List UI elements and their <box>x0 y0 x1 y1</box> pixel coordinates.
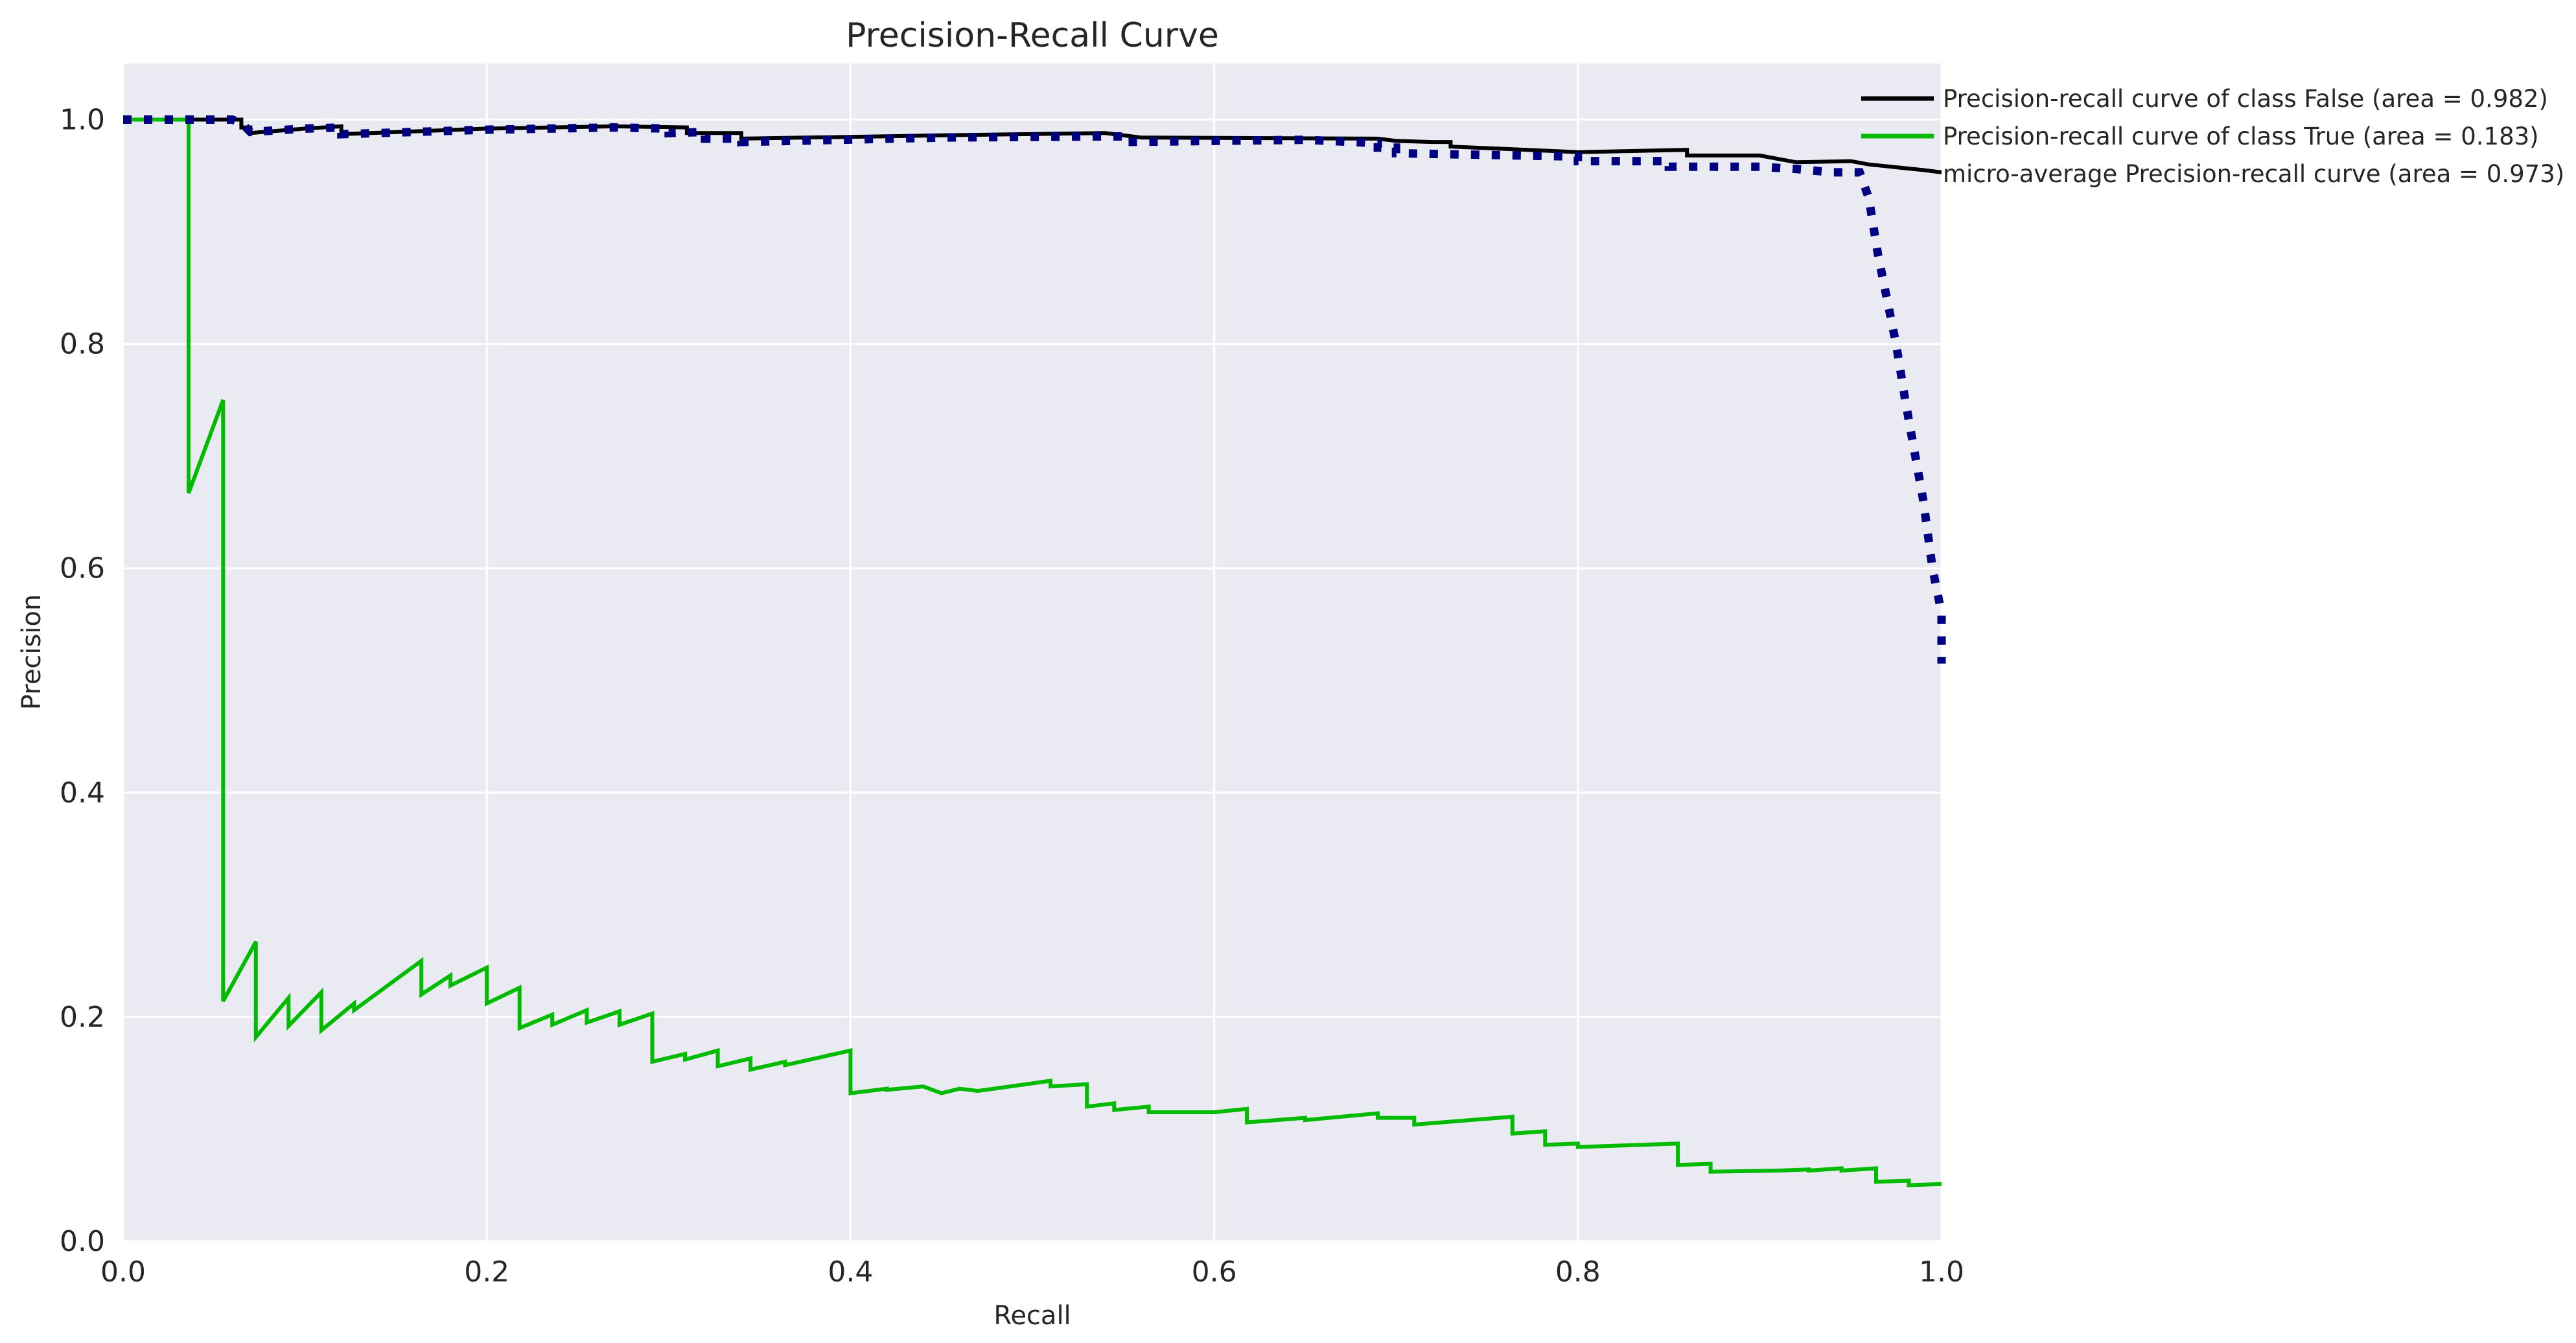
x-tick-label: 0.0 <box>100 1255 146 1289</box>
tick-labels: 0.0 0.2 0.4 0.6 0.8 1.0 0.0 0.2 0.4 0.6 0.8 1.0 <box>60 104 1964 1289</box>
legend-entry-0: Precision-recall curve of class False (a… <box>1943 85 2548 113</box>
plot-background <box>123 64 1942 1241</box>
y-axis-label: Precision <box>17 594 47 710</box>
x-tick-label: 1.0 <box>1919 1255 1964 1289</box>
x-axis-label: Recall <box>993 1301 1071 1331</box>
chart-title: Precision-Recall Curve <box>846 16 1219 55</box>
series-line-1 <box>123 117 1942 1187</box>
series-layer <box>123 115 1946 1187</box>
y-tick-label: 0.8 <box>60 328 105 361</box>
series-line-0 <box>123 117 1942 174</box>
legend-entry-2: micro-average Precision-recall curve (ar… <box>1943 160 2564 188</box>
y-tick-label: 0.0 <box>60 1225 105 1258</box>
legend-entry-1: Precision-recall curve of class True (ar… <box>1943 123 2539 150</box>
x-tick-label: 0.2 <box>464 1255 509 1289</box>
y-tick-label: 0.6 <box>60 552 105 585</box>
y-tick-label: 1.0 <box>60 104 105 137</box>
y-tick-label: 0.4 <box>60 777 105 810</box>
x-tick-label: 0.4 <box>828 1255 873 1289</box>
grid <box>122 64 1943 1243</box>
y-tick-label: 0.2 <box>60 1001 105 1034</box>
x-tick-label: 0.8 <box>1555 1255 1601 1289</box>
x-tick-label: 0.6 <box>1192 1255 1237 1289</box>
legend: Precision-recall curve of class False (a… <box>1861 85 2564 188</box>
